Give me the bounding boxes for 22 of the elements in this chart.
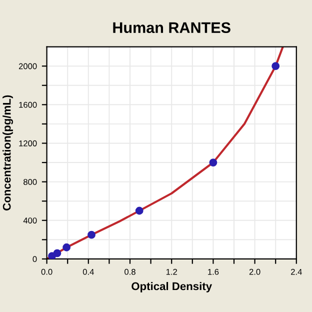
point <box>272 62 280 70</box>
point <box>53 249 62 258</box>
point <box>209 158 218 166</box>
x-tick-label: 0.8 <box>124 268 136 275</box>
y-tick-label: 0 <box>32 256 37 262</box>
y-tick-label: 400 <box>23 218 37 224</box>
chart-title: Human RANTES <box>113 22 230 34</box>
y-tick-label: 800 <box>24 179 37 185</box>
point <box>88 230 96 239</box>
x-tick-label: 0.4 <box>82 268 94 275</box>
x-tick-label: 2.0 <box>249 268 260 275</box>
x-tick-label: 1.6 <box>208 268 219 275</box>
point <box>62 243 71 252</box>
y-axis-title: Concentration(pg/mL) <box>2 95 13 210</box>
x-tick-label: 1.2 <box>166 268 177 275</box>
x-tick-label: 2.4 <box>291 268 302 275</box>
x-axis-title: Optical Density <box>132 282 212 292</box>
y-tick-label: 2000 <box>18 63 37 70</box>
point <box>135 206 144 215</box>
y-tick-label: 1600 <box>19 102 37 108</box>
y-tick-label: 1200 <box>19 140 37 146</box>
x-tick-label: 0.0 <box>41 268 52 275</box>
